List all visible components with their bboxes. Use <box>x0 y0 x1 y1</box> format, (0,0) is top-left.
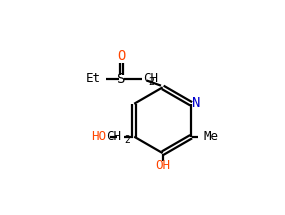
Text: CH: CH <box>106 130 121 143</box>
Text: Et: Et <box>86 72 101 85</box>
Text: HO: HO <box>91 130 106 143</box>
Text: 2: 2 <box>124 135 130 145</box>
Text: OH: OH <box>155 159 170 172</box>
Text: 2: 2 <box>149 77 154 87</box>
Text: CH: CH <box>144 72 158 85</box>
Text: Me: Me <box>204 130 219 143</box>
Text: S: S <box>117 72 125 86</box>
Text: O: O <box>117 49 125 63</box>
Text: N: N <box>192 96 200 110</box>
